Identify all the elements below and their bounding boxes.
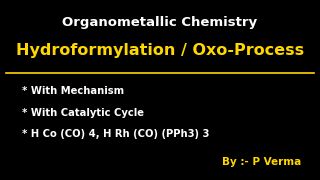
Text: * With Catalytic Cycle: * With Catalytic Cycle	[22, 107, 144, 118]
Text: By :- P Verma: By :- P Verma	[221, 157, 301, 167]
Text: * With Mechanism: * With Mechanism	[22, 86, 124, 96]
Text: Organometallic Chemistry: Organometallic Chemistry	[62, 16, 258, 29]
Text: * H Co (CO) 4, H Rh (CO) (PPh3) 3: * H Co (CO) 4, H Rh (CO) (PPh3) 3	[22, 129, 210, 139]
Text: Hydroformylation / Oxo-Process: Hydroformylation / Oxo-Process	[16, 43, 304, 58]
